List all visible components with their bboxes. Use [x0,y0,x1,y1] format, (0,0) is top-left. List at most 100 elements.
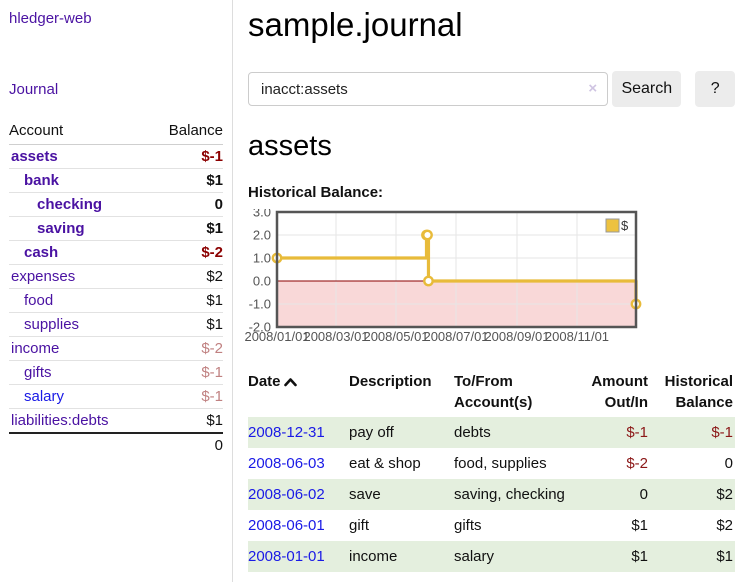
transaction-date-link[interactable]: 2008-12-31 [248,424,325,441]
transaction-balance: $1 [716,548,733,565]
transaction-date-link[interactable]: 2008-06-02 [248,486,325,503]
account-row: gifts $-1 [9,360,223,385]
transaction-description: save [349,486,381,503]
register-header-balance: Historical Balance [664,373,733,411]
account-link[interactable]: income [11,340,60,357]
account-row: income $-2 [9,336,223,361]
accounts-table-header: Account Balance [9,120,223,145]
accounts-table: Account Balance assets $-1 bank $1 checking 0… [9,120,223,457]
transaction-row[interactable]: 2008-12-31 pay off debts $-1 $-1 [248,417,735,448]
y-axis-tick-label: 2.0 [253,228,271,243]
transaction-row[interactable]: 2008-01-01 income salary $1 $1 [248,541,735,572]
transaction-description: pay off [349,424,394,441]
transaction-accounts: salary [454,548,495,565]
transaction-row[interactable]: 2008-06-02 save saving, checking 0 $2 [248,479,735,510]
register-header-row: Date Description To/From Account(s) Amou… [248,367,735,417]
x-axis-tick-label: 2008/09/01 [484,329,550,344]
register-header-description: Description [349,373,432,390]
account-row: supplies $1 [9,312,223,337]
account-balance: $-1 [147,144,223,169]
search-button[interactable]: Search [612,71,682,107]
search-form: × Search ? [248,71,736,107]
account-row: expenses $2 [9,264,223,289]
accounts-total-value: 0 [147,432,223,457]
account-link[interactable]: checking [37,196,103,213]
account-row: bank $1 [9,168,223,193]
account-link[interactable]: food [24,292,54,309]
transaction-amount: 0 [639,486,648,503]
sort-caret-up-icon [283,372,297,393]
y-axis-tick-label: 1.0 [253,251,271,266]
page-title: sample.journal [248,6,463,43]
account-row: cash $-2 [9,240,223,265]
account-link[interactable]: saving [37,220,85,237]
account-balance: $1 [147,216,223,241]
account-row: liabilities:debts $1 [9,408,223,434]
transaction-balance: $2 [716,486,733,503]
account-row: assets $-1 [9,144,223,169]
app-title-link[interactable]: hledger-web [9,10,92,27]
transaction-amount: $-1 [626,424,648,441]
register-header-date[interactable]: Date [248,367,349,417]
account-row: saving $1 [9,216,223,241]
transaction-date-link[interactable]: 2008-01-01 [248,548,325,565]
chart-title: Historical Balance: [248,184,384,201]
transaction-row[interactable]: 2008-06-01 gift gifts $1 $2 [248,510,735,541]
transaction-accounts: saving, checking [454,486,565,503]
register-header-amount: Amount Out/In [591,373,648,411]
accounts-total-row: 0 [9,432,223,457]
transaction-accounts: food, supplies [454,455,547,472]
transaction-description: income [349,548,398,565]
x-axis-tick-label: 2008/05/01 [363,329,429,344]
account-link[interactable]: salary [24,388,65,405]
transaction-row[interactable]: 2008-06-03 eat & shop food, supplies $-2 0 [248,448,735,479]
account-row: food $1 [9,288,223,313]
account-heading: assets [248,130,332,162]
account-link[interactable]: cash [24,244,59,261]
account-row: checking 0 [9,192,223,217]
transaction-description: eat & shop [349,455,421,472]
account-balance: 0 [147,192,223,217]
transaction-amount: $1 [631,517,648,534]
register-table: Date Description To/From Account(s) Amou… [248,367,735,572]
transaction-balance: 0 [724,455,733,472]
y-axis-tick-label: -1.0 [249,297,271,312]
main-content: sample.journal × Search ? assets Histori… [233,0,742,582]
account-balance: $1 [147,312,223,337]
search-input[interactable] [249,80,579,98]
account-link[interactable]: expenses [11,268,76,285]
sidebar: hledger-web Journal Account Balance asse… [0,0,233,582]
transaction-amount: $-2 [626,455,648,472]
transaction-accounts: debts [454,424,491,441]
register-header-accounts: To/From Account(s) [454,373,533,411]
account-balance: $1 [147,408,223,434]
account-balance: $2 [147,264,223,289]
account-row: salary $-1 [9,384,223,409]
account-link[interactable]: supplies [24,316,80,333]
legend-swatch [605,218,620,233]
account-balance: $-2 [147,336,223,361]
y-axis-tick-label: 0.0 [253,274,271,289]
accounts-header-balance: Balance [147,120,223,145]
transaction-date-link[interactable]: 2008-06-01 [248,517,325,534]
transaction-date-link[interactable]: 2008-06-03 [248,455,325,472]
x-axis-tick-label: 2008/03/01 [303,329,369,344]
account-link[interactable]: assets [11,148,58,165]
account-link[interactable]: liabilities:debts [11,412,109,429]
sidebar-item-journal[interactable]: Journal [9,81,59,98]
y-axis-tick-label: 3.0 [253,209,271,220]
help-button[interactable]: ? [695,71,736,107]
transaction-balance: $-1 [711,424,733,441]
clear-search-icon[interactable]: × [588,80,598,97]
search-box: × [248,72,609,106]
account-link[interactable]: gifts [24,364,52,381]
transaction-description: gift [349,517,370,534]
accounts-header-account: Account [9,120,148,145]
x-axis-tick-label: 2008/07/01 [423,329,489,344]
transaction-balance: $2 [716,517,733,534]
y-axis-tick-label: -2.0 [249,320,271,335]
chart-canvas: $3.0 2.0 1.0 0.0 -1.0 -2.0 [249,209,642,335]
x-axis-tick-label: 2008/01/01 [244,329,310,344]
account-balance: $1 [147,168,223,193]
account-link[interactable]: bank [24,172,60,189]
